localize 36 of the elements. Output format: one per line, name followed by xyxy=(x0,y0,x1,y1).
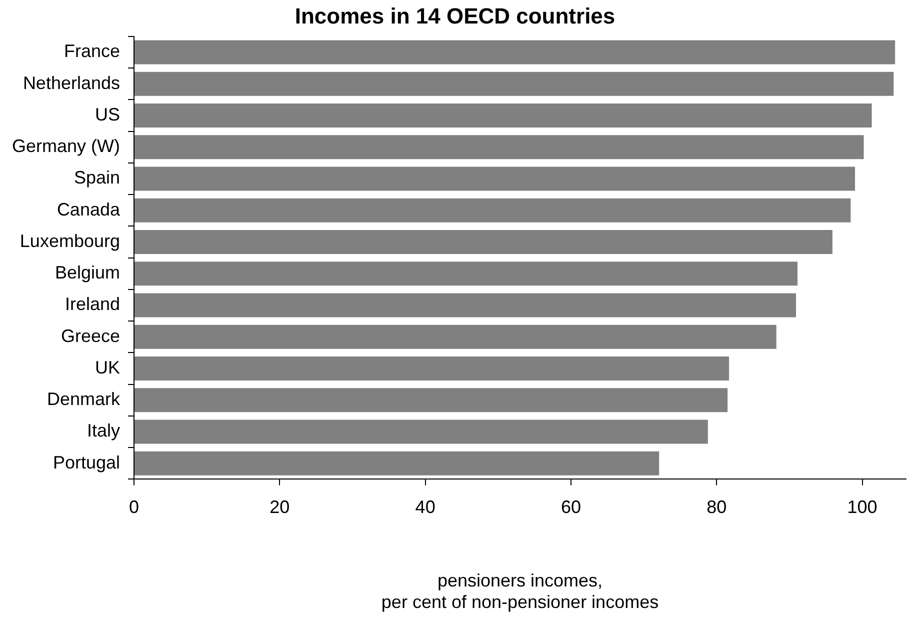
y-tick-label: US xyxy=(94,104,120,124)
y-tick-label: France xyxy=(64,41,120,62)
bar xyxy=(134,72,894,96)
y-tick-label: Netherlands xyxy=(22,72,120,93)
bar xyxy=(134,166,856,191)
y-tick-label: Denmark xyxy=(46,389,121,410)
y-tick-label: Portugal xyxy=(52,452,120,472)
y-tick-label: Greece xyxy=(60,326,120,346)
y-tick-label: Germany (W) xyxy=(12,136,120,156)
bar xyxy=(134,198,851,222)
bar xyxy=(134,451,660,476)
x-tick-label: 80 xyxy=(706,496,727,517)
bar xyxy=(134,40,896,64)
y-tick-label: Italy xyxy=(86,420,120,441)
x-tick-label: 40 xyxy=(415,496,436,517)
bar xyxy=(134,356,730,381)
y-tick-label: Luxembourg xyxy=(20,230,120,251)
y-tick-label: Spain xyxy=(74,168,120,188)
y-tick-label: Belgium xyxy=(54,262,120,283)
y-tick-label: UK xyxy=(94,357,120,378)
x-tick-label: 100 xyxy=(847,496,878,517)
x-axis-title: pensioners incomes, per cent of non-pensioner incomes xyxy=(381,570,659,612)
bar xyxy=(134,262,798,286)
bar xyxy=(134,230,832,254)
x-tick-label: 60 xyxy=(560,496,581,517)
chart-title: Incomes in 14 OECD countries xyxy=(294,3,616,28)
x-tick-label: 20 xyxy=(270,496,290,517)
bar xyxy=(134,324,776,349)
y-tick-label: Ireland xyxy=(64,294,120,314)
y-tick-label: Canada xyxy=(56,199,121,220)
bar xyxy=(134,420,708,444)
bar xyxy=(134,293,796,318)
bar xyxy=(134,388,728,412)
bar xyxy=(134,103,872,128)
bar xyxy=(134,135,864,160)
x-tick-label: 0 xyxy=(128,496,140,517)
